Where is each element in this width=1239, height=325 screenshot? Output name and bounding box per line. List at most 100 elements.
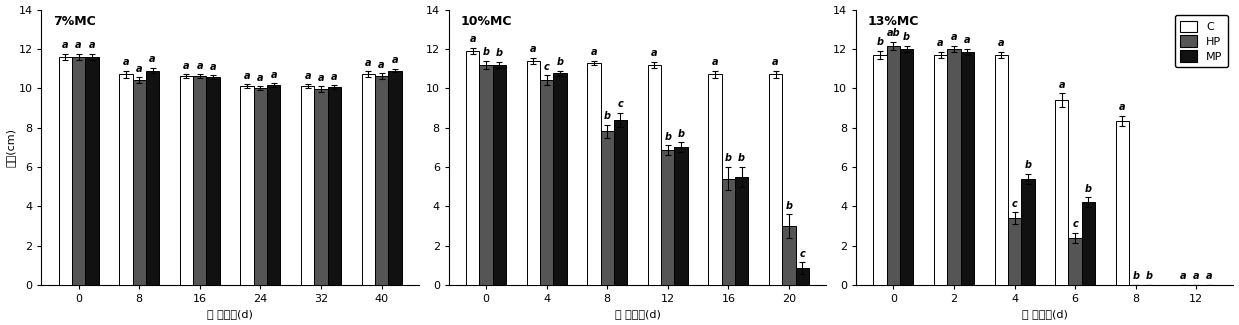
Bar [301,86,315,285]
Bar [960,52,974,285]
Bar [85,57,99,285]
Text: a: a [197,61,203,71]
Text: a: a [317,73,325,83]
Bar [254,88,268,285]
Text: a: a [1058,80,1066,90]
Bar [466,51,479,285]
Text: a: a [470,34,476,44]
Bar [662,150,674,285]
Text: a: a [997,38,1005,48]
Bar [613,120,627,285]
X-axis label: 劣 变时间(d): 劣 变时间(d) [615,309,660,319]
Bar [327,87,341,285]
Bar [133,80,146,285]
Bar [240,86,254,285]
Bar [587,63,601,285]
Text: b: b [1085,184,1092,194]
Text: a: a [270,70,278,80]
Bar [479,65,493,285]
Text: a: a [1119,102,1126,112]
X-axis label: 劣 变时间(d): 劣 变时间(d) [1022,309,1068,319]
Text: a: a [305,71,311,81]
Bar [207,77,219,285]
Text: a: a [1207,271,1213,281]
Text: a: a [1193,271,1199,281]
Y-axis label: 苗长(cm): 苗长(cm) [5,128,16,167]
Bar [1007,218,1021,285]
Bar [72,57,85,285]
Text: a: a [530,44,536,54]
Text: b: b [603,111,611,121]
Bar [995,55,1007,285]
Text: a: a [964,35,970,46]
Bar [1082,202,1095,285]
Bar [721,179,735,285]
Bar [1021,179,1035,285]
Text: a: a [711,57,719,67]
Text: b: b [725,153,732,163]
Legend: C, HP, MP: C, HP, MP [1175,15,1228,67]
Text: a: a [209,62,217,72]
Text: a: a [772,57,779,67]
Text: a: a [937,38,944,48]
Text: ab: ab [887,29,901,38]
Text: a: a [366,58,372,68]
Bar [193,76,207,285]
Text: a: a [136,64,142,74]
Bar [769,74,782,285]
Text: b: b [496,48,503,58]
Text: b: b [876,37,883,47]
Bar [900,49,913,285]
X-axis label: 劣 变时间(d): 劣 变时间(d) [207,309,253,319]
Bar [146,71,160,285]
Text: 10%MC: 10%MC [460,15,512,28]
Text: a: a [378,60,385,70]
Text: c: c [1072,219,1078,229]
Bar [709,74,721,285]
Text: a: a [76,40,82,50]
Bar [362,74,375,285]
Text: a: a [149,54,156,64]
Text: a: a [244,71,250,81]
Bar [554,73,566,285]
Bar [315,89,327,285]
Text: a: a [89,40,95,50]
Text: c: c [544,62,549,72]
Bar [948,49,960,285]
Text: a: a [950,32,958,42]
Text: a: a [258,73,264,83]
Text: b: b [678,129,685,139]
Text: b: b [1146,271,1152,281]
Text: b: b [786,201,793,211]
Bar [527,61,540,285]
Text: a: a [123,57,129,67]
Text: c: c [617,99,623,109]
Text: b: b [1025,160,1031,170]
Bar [375,76,388,285]
Text: b: b [556,57,564,67]
Bar [58,57,72,285]
Text: a: a [1180,271,1186,281]
Text: b: b [903,32,911,42]
Bar [782,226,795,285]
Text: a: a [62,40,68,50]
Bar [1056,100,1068,285]
Bar [268,85,280,285]
Bar [648,65,662,285]
Text: c: c [1012,199,1017,209]
Bar [934,55,948,285]
Text: a: a [652,48,658,58]
Text: 7%MC: 7%MC [53,15,95,28]
Text: a: a [392,55,398,65]
Bar [674,147,688,285]
Text: b: b [664,132,672,142]
Text: a: a [331,72,338,82]
Bar [887,46,900,285]
Bar [493,65,506,285]
Text: a: a [591,47,597,57]
Text: c: c [799,249,805,259]
Bar [180,76,193,285]
Text: b: b [482,47,489,57]
Text: b: b [1132,271,1139,281]
Bar [388,71,401,285]
